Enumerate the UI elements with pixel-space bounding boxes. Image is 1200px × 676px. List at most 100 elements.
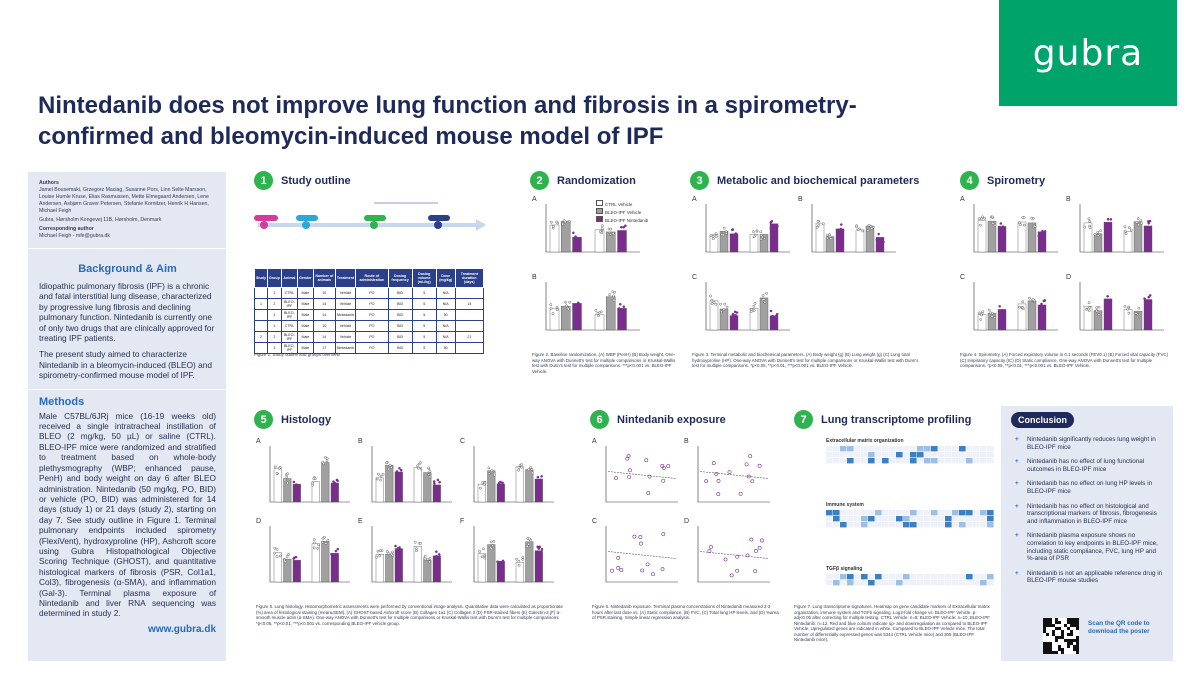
bar (606, 231, 616, 253)
data-point (1033, 225, 1037, 228)
heatmap-cell (931, 458, 938, 464)
data-point (530, 471, 534, 475)
figure-3-caption: Figure 3. Terminal metabolic and biochem… (692, 352, 919, 368)
table-header-cell: Dose (mg/kg) (435, 268, 456, 288)
heatmap-cell (854, 516, 861, 522)
section-title: Metabolic and biochemical parameters (717, 174, 920, 187)
heatmap-cell (854, 574, 861, 580)
data-point (616, 556, 621, 560)
bar (413, 546, 422, 583)
website-link[interactable]: www.gubra.dk (148, 624, 216, 635)
heatmap-cell (903, 522, 910, 528)
qr-module (1049, 645, 1052, 648)
panel-letter: C (960, 274, 966, 281)
methods-paragraph: Male C57BL/6JRj mice (16-19 weeks old) r… (39, 410, 216, 619)
data-point (714, 232, 718, 235)
bar (330, 482, 339, 503)
figure-panel: B (532, 274, 642, 338)
data-point (987, 308, 991, 312)
qr-module (1052, 624, 1055, 627)
data-point (536, 475, 540, 479)
conclusion-item: Nintedanib has no effect on histological… (1015, 503, 1165, 526)
data-point (625, 456, 630, 461)
table-cell (254, 342, 268, 354)
data-point (991, 215, 995, 219)
heatmap-cell (826, 522, 833, 528)
data-point (757, 546, 762, 550)
heatmap-cell (833, 458, 840, 464)
data-point (550, 220, 553, 224)
qr-code[interactable] (1043, 618, 1079, 654)
data-point (765, 292, 768, 295)
heatmap-cell (931, 522, 938, 528)
data-point (536, 481, 539, 484)
data-point (981, 215, 985, 219)
table-cell (254, 320, 268, 332)
table-header-cell: Dosing volume (mL/kg) (411, 268, 437, 288)
qr-module (1073, 621, 1076, 624)
heatmap-cell (980, 458, 987, 464)
chart-legend: CTRL Vehicle BLEO-IPF Vehicle BLEO-IPF Nin… (596, 200, 648, 224)
bar (525, 541, 534, 583)
data-point (704, 479, 709, 484)
table-cell: 21 (454, 331, 485, 343)
regression-line (607, 551, 677, 559)
heatmap-cell (952, 574, 959, 580)
data-point (707, 549, 712, 553)
panel-plot (371, 446, 452, 503)
table-cell (254, 287, 268, 299)
table-cell: 3 (266, 309, 282, 321)
data-point (322, 462, 326, 466)
heatmap-cell (917, 458, 924, 464)
study-outline-table: Study Group Animal Gender Number of animals T… (254, 268, 485, 354)
table-cell: N/A (435, 331, 456, 343)
data-point (1105, 223, 1109, 227)
data-point (815, 226, 819, 229)
data-point (1095, 306, 1098, 309)
heatmap-cell (847, 516, 854, 522)
data-point (1123, 229, 1127, 233)
figure-5-caption: Figure 5. Lung histology. Histomorphomet… (256, 604, 563, 626)
heatmap-cell (868, 458, 875, 464)
table-cell: N/A (435, 298, 456, 310)
data-point (760, 233, 763, 237)
heatmap-cell (924, 574, 931, 580)
corresponding-author[interactable]: Michael Feigh - mfe@gubra.dk (39, 233, 111, 239)
figure-panel: D (684, 518, 772, 590)
bar (1027, 222, 1037, 253)
data-point (867, 223, 871, 227)
heatmap-cell (833, 510, 840, 516)
data-point (829, 237, 833, 241)
data-point (753, 233, 757, 237)
bar (1017, 221, 1027, 253)
data-point (1088, 226, 1092, 230)
data-point (572, 231, 575, 235)
data-point (335, 478, 339, 482)
data-point (1147, 295, 1151, 299)
data-point (525, 545, 529, 548)
heatmap-cell (980, 452, 987, 458)
data-point (991, 221, 995, 225)
section-number-badge: 3 (690, 171, 709, 190)
data-point (614, 476, 618, 481)
conclusion-item: Nintedanib is not an applicable referenc… (1015, 570, 1165, 585)
data-point (1038, 305, 1042, 308)
heatmap-cell (980, 446, 987, 452)
heatmap-cell (826, 510, 833, 516)
data-point (861, 229, 865, 233)
heatmap-cell (903, 510, 910, 516)
heatmap-cell (840, 574, 847, 580)
qr-module (1046, 645, 1049, 648)
heatmap-cell (917, 516, 924, 522)
data-point (324, 542, 328, 545)
data-point (645, 562, 650, 567)
data-point (821, 222, 825, 226)
qr-module (1043, 648, 1046, 651)
data-point (551, 312, 555, 315)
data-point (610, 568, 614, 573)
data-point (567, 307, 570, 311)
qr-module (1055, 618, 1058, 621)
data-point (336, 547, 340, 551)
data-point (379, 474, 383, 478)
data-point (825, 236, 829, 240)
